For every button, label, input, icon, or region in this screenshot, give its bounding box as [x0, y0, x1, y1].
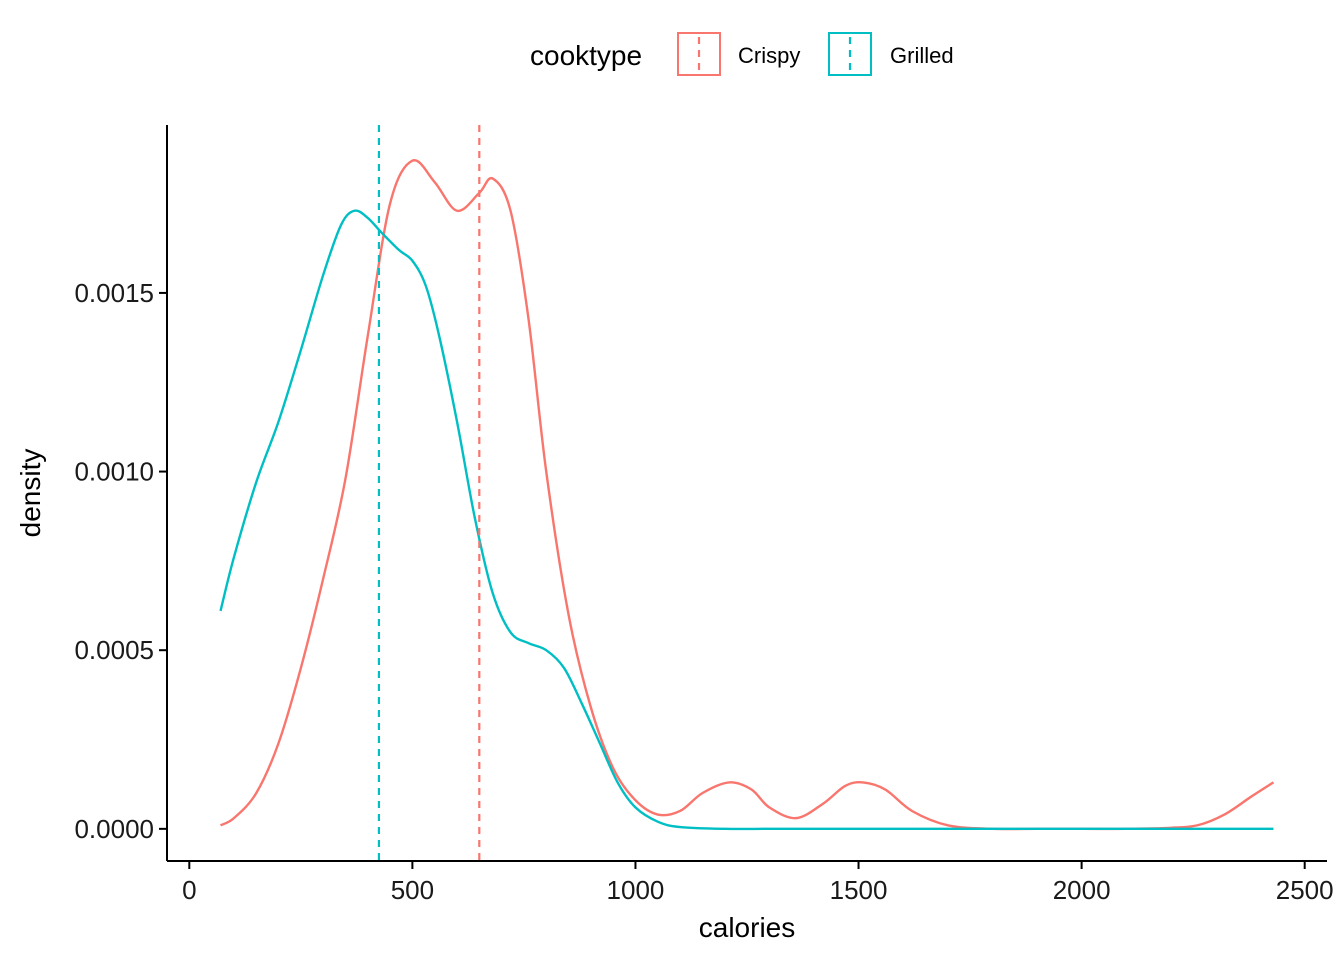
y-axis-ticks: 0.0000 0.0005 0.0010 0.0015 [74, 278, 167, 844]
x-tick-label: 500 [391, 875, 434, 905]
series-layer [219, 159, 1275, 831]
mean-lines [377, 125, 481, 861]
legend: cooktype Crispy Grilled [530, 32, 954, 76]
legend-item-crispy: Crispy [677, 32, 800, 76]
x-axis-title: calories [699, 912, 795, 943]
y-tick-label: 0.0015 [74, 278, 154, 308]
x-tick-label: 1000 [607, 875, 665, 905]
legend-item-grilled: Grilled [828, 32, 954, 76]
x-axis-ticks: 0 500 1000 1500 2000 2500 [182, 861, 1334, 905]
legend-label-grilled: Grilled [890, 43, 954, 68]
x-tick-label: 2500 [1276, 875, 1334, 905]
y-tick-label: 0.0010 [74, 457, 154, 487]
density-curve-grilled [219, 209, 1274, 831]
y-tick-label: 0.0000 [74, 814, 154, 844]
legend-title: cooktype [530, 40, 642, 71]
y-axis-title: density [15, 449, 46, 538]
x-tick-label: 0 [182, 875, 196, 905]
y-tick-label: 0.0005 [74, 635, 154, 665]
series-grilled [219, 209, 1274, 831]
legend-label-crispy: Crispy [738, 43, 800, 68]
x-tick-label: 2000 [1053, 875, 1111, 905]
x-tick-label: 1500 [830, 875, 888, 905]
